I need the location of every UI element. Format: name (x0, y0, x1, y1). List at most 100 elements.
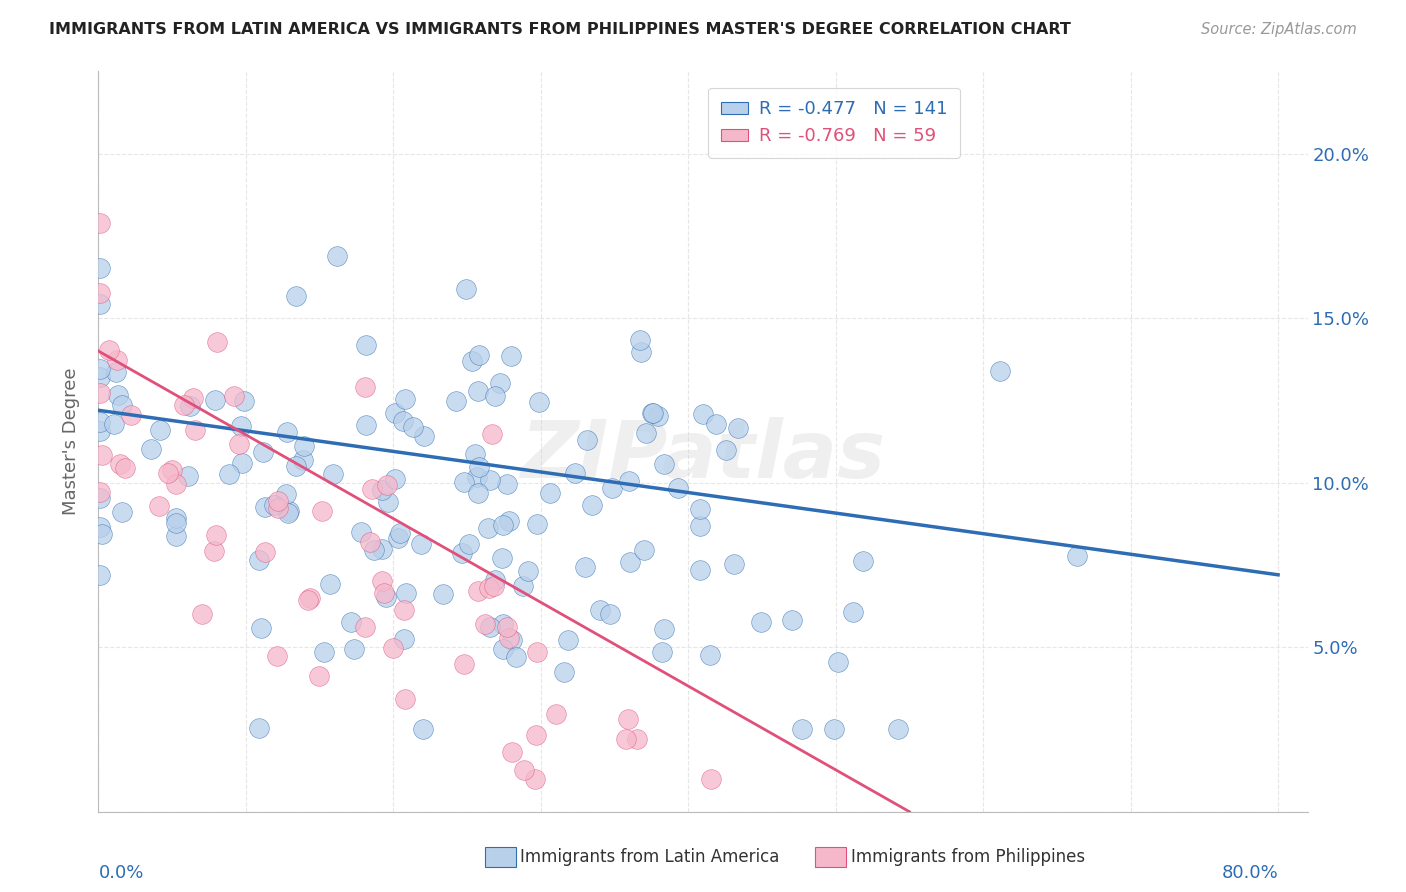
Point (108, 457, 131, 471)
Point (204, 392, 226, 407)
Point (467, 583, 489, 598)
Point (478, 620, 501, 634)
Point (484, 388, 506, 402)
Point (512, 579, 534, 593)
Point (381, 640, 404, 655)
Point (190, 607, 212, 622)
Point (89, 484, 111, 499)
Point (616, 712, 638, 726)
Point (165, 477, 187, 491)
Point (173, 398, 195, 412)
Point (394, 392, 416, 406)
Point (218, 467, 240, 482)
Point (202, 544, 225, 558)
Point (183, 423, 205, 437)
Point (343, 642, 366, 657)
Point (630, 344, 652, 359)
Point (692, 407, 714, 421)
Point (600, 481, 623, 495)
Point (384, 472, 406, 486)
Point (496, 477, 519, 491)
Point (576, 433, 599, 447)
Point (114, 461, 136, 475)
Point (751, 615, 773, 629)
Point (233, 394, 256, 409)
Point (564, 466, 586, 480)
Point (89, 286, 111, 301)
Point (375, 478, 398, 492)
Point (363, 542, 385, 557)
Point (538, 486, 561, 500)
Point (454, 282, 477, 296)
Point (614, 731, 637, 746)
Point (700, 772, 723, 786)
Point (468, 459, 491, 474)
Point (453, 475, 475, 490)
Point (395, 586, 418, 600)
Point (492, 642, 515, 657)
Text: Immigrants from Philippines: Immigrants from Philippines (851, 848, 1085, 866)
Point (104, 365, 127, 379)
Point (394, 603, 416, 617)
Point (411, 537, 433, 551)
Point (842, 605, 865, 619)
Point (633, 542, 655, 557)
Point (780, 613, 803, 627)
Point (689, 563, 711, 577)
Point (501, 745, 523, 759)
Point (231, 418, 253, 433)
Point (285, 458, 308, 473)
Point (205, 334, 228, 349)
Point (177, 469, 200, 483)
Point (489, 376, 512, 390)
Point (988, 364, 1011, 378)
Point (205, 528, 228, 542)
Point (394, 692, 416, 706)
Point (599, 607, 621, 621)
Point (484, 573, 506, 587)
Point (339, 615, 361, 630)
Point (292, 453, 315, 467)
Point (651, 645, 673, 659)
Point (481, 427, 503, 442)
Point (491, 551, 513, 566)
Point (527, 395, 550, 409)
Text: IMMIGRANTS FROM LATIN AMERICA VS IMMIGRANTS FROM PHILIPPINES MASTER'S DEGREE COR: IMMIGRANTS FROM LATIN AMERICA VS IMMIGRA… (49, 22, 1071, 37)
Y-axis label: Master's Degree: Master's Degree (62, 368, 80, 516)
Point (453, 657, 475, 672)
Point (148, 500, 170, 514)
Point (285, 288, 308, 302)
Point (299, 591, 322, 605)
Point (356, 338, 378, 352)
Point (666, 481, 689, 495)
Point (274, 486, 297, 500)
Point (162, 463, 184, 477)
Point (626, 731, 648, 746)
Point (641, 406, 664, 420)
Point (689, 502, 711, 516)
Point (247, 553, 270, 567)
Point (467, 349, 489, 363)
Point (252, 445, 274, 459)
Point (498, 514, 520, 528)
Point (526, 516, 548, 531)
Point (371, 574, 394, 589)
Point (499, 349, 522, 363)
Point (89, 425, 111, 439)
Legend: R = -0.477   N = 141, R = -0.769   N = 59: R = -0.477 N = 141, R = -0.769 N = 59 (709, 87, 960, 158)
Point (181, 392, 204, 406)
Point (375, 591, 398, 605)
Point (157, 467, 180, 481)
Point (103, 417, 125, 431)
Point (111, 505, 134, 519)
Point (89, 386, 111, 401)
Point (461, 353, 484, 368)
Point (413, 429, 436, 443)
Point (311, 504, 333, 518)
Point (402, 420, 425, 434)
Point (359, 535, 381, 549)
Text: ZIPatlas: ZIPatlas (520, 417, 886, 495)
Point (141, 442, 163, 457)
Point (526, 645, 548, 659)
Point (89, 362, 111, 376)
